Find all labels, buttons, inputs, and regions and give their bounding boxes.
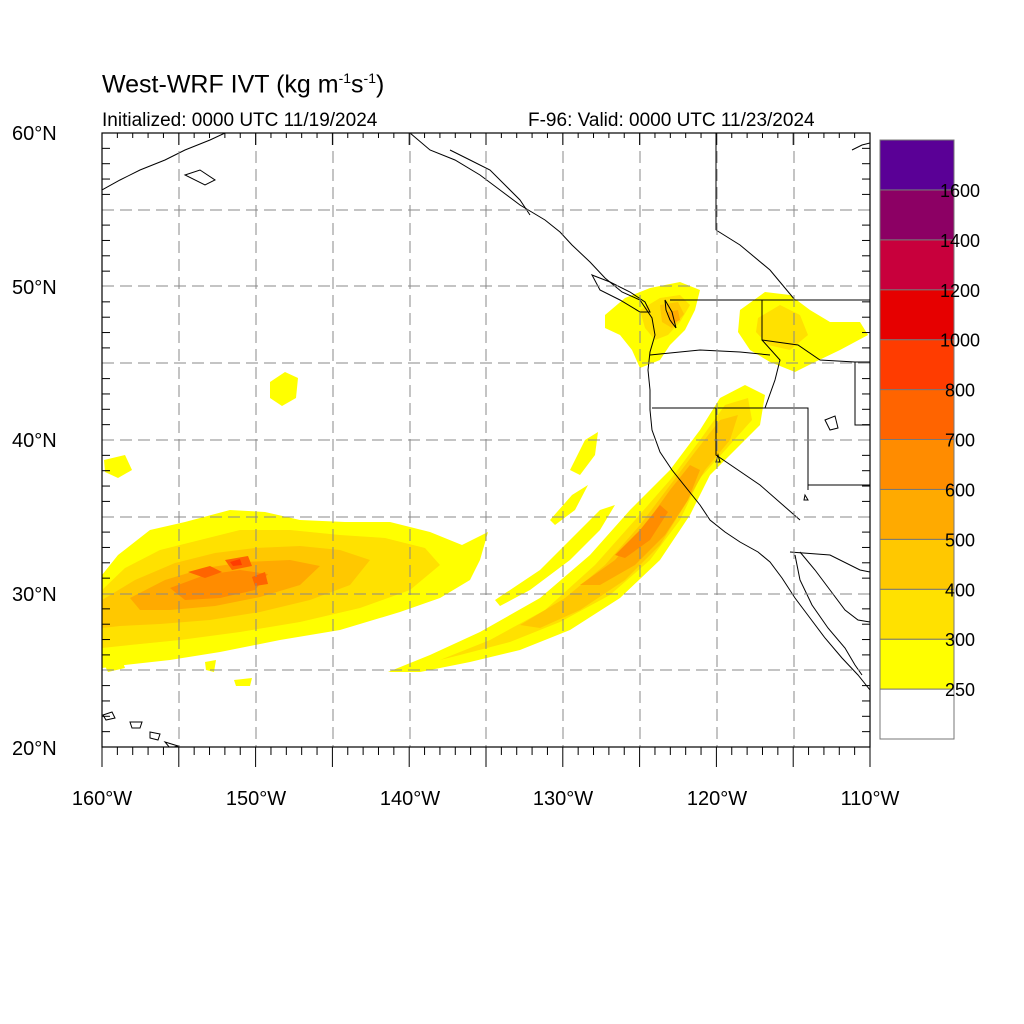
legend-label: 700 xyxy=(945,431,975,451)
lat-label: 30°N xyxy=(12,584,57,606)
lon-label: 120°W xyxy=(687,788,747,810)
lon-label: 140°W xyxy=(380,788,440,810)
great-salt-lake xyxy=(824,415,839,431)
lat-label: 60°N xyxy=(12,123,57,145)
ivt-contour-250 xyxy=(550,485,588,525)
hawaii-1 xyxy=(102,711,116,721)
legend-swatch xyxy=(879,688,955,740)
legend-label: 600 xyxy=(945,480,975,500)
lat-label: 40°N xyxy=(12,430,57,452)
ivt-contour-300 xyxy=(756,305,808,350)
ivt-contour-250 xyxy=(570,432,598,475)
washington-oregon-border xyxy=(649,349,771,356)
valid-time-label: F-96: Valid: 0000 UTC 11/23/2024 xyxy=(528,110,815,131)
political-borders xyxy=(649,133,870,573)
map-title: West-WRF IVT (kg m-1s-1) xyxy=(102,70,385,99)
ivt-contour-500 xyxy=(580,465,700,585)
california-nevada-border xyxy=(715,408,801,521)
lat-label: 50°N xyxy=(12,277,57,299)
legend-label: 500 xyxy=(945,530,975,550)
ivt-contour-400 xyxy=(520,415,738,628)
legend-swatch xyxy=(879,239,955,291)
ivt-contour-250 xyxy=(104,455,132,478)
legend-swatch xyxy=(879,139,955,191)
north-america-coastline xyxy=(409,133,870,691)
ivt-contour-250 xyxy=(234,678,252,686)
ivt-contour-700 xyxy=(188,566,222,578)
longitude-labels: 160°W 150°W 140°W 130°W 120°W 110°W xyxy=(72,788,900,810)
hawaii-4 xyxy=(163,741,180,747)
salton-sea xyxy=(803,493,809,501)
legend-label: 400 xyxy=(945,580,975,600)
ivt-contour-800 xyxy=(230,559,242,566)
latitude-labels: 60°N 50°N 40°N 30°N 20°N xyxy=(12,123,57,760)
legend-swatch xyxy=(879,339,955,391)
alaska-islands xyxy=(183,169,216,186)
montana-idaho-border xyxy=(761,339,870,363)
ivt-contour-250 xyxy=(495,505,615,606)
legend-label: 800 xyxy=(945,381,975,401)
ivt-contour-250 xyxy=(388,385,765,672)
vancouver-island xyxy=(590,274,651,313)
ivt-shading xyxy=(102,282,868,686)
legend-swatch xyxy=(879,538,955,590)
lon-label: 150°W xyxy=(226,788,286,810)
legend-label: 1000 xyxy=(940,331,980,351)
gulf-of-california xyxy=(799,551,870,623)
idaho-border xyxy=(761,300,781,409)
hawaii-2 xyxy=(129,721,143,729)
puget-sound xyxy=(664,299,677,329)
init-time-label: Initialized: 0000 UTC 11/19/2024 xyxy=(102,110,378,131)
canada-border-coast xyxy=(715,229,796,301)
nevada-utah-border xyxy=(765,407,809,490)
lon-label: 130°W xyxy=(533,788,593,810)
ivt-contour-250 xyxy=(270,372,298,406)
legend-label: 250 xyxy=(945,680,975,700)
legend-swatch xyxy=(879,389,955,441)
legend-swatch xyxy=(879,488,955,540)
aleutian-coast xyxy=(102,133,226,191)
nw-corner-coast xyxy=(851,142,870,151)
ivt-contour-250 xyxy=(102,655,125,672)
lon-label: 110°W xyxy=(841,788,900,810)
axis-ticks xyxy=(101,133,871,767)
graticule xyxy=(102,133,870,747)
legend-label: 300 xyxy=(945,630,975,650)
legend-swatch xyxy=(879,289,955,341)
legend-swatch xyxy=(879,638,955,690)
legend-label: 1600 xyxy=(940,181,980,201)
legend-label: 1400 xyxy=(940,231,980,251)
legend-swatch xyxy=(879,588,955,640)
coastlines xyxy=(102,133,870,747)
baja-coastline xyxy=(794,554,863,676)
legend-swatch xyxy=(879,439,955,490)
lon-label: 160°W xyxy=(72,788,132,810)
ivt-contour-250 xyxy=(205,660,216,672)
legend-swatch xyxy=(879,189,955,241)
ivt-contour-600 xyxy=(615,505,668,558)
legend-label: 1200 xyxy=(940,281,980,301)
ivt-contour-600 xyxy=(170,570,268,600)
color-legend: 250 300 400 500 600 700 800 1000 1200 1400 1600 xyxy=(879,139,980,740)
lat-label: 20°N xyxy=(12,738,57,760)
hawaii-3 xyxy=(149,731,161,741)
us-mexico-border xyxy=(789,551,870,573)
alaska-panhandle xyxy=(449,149,531,216)
